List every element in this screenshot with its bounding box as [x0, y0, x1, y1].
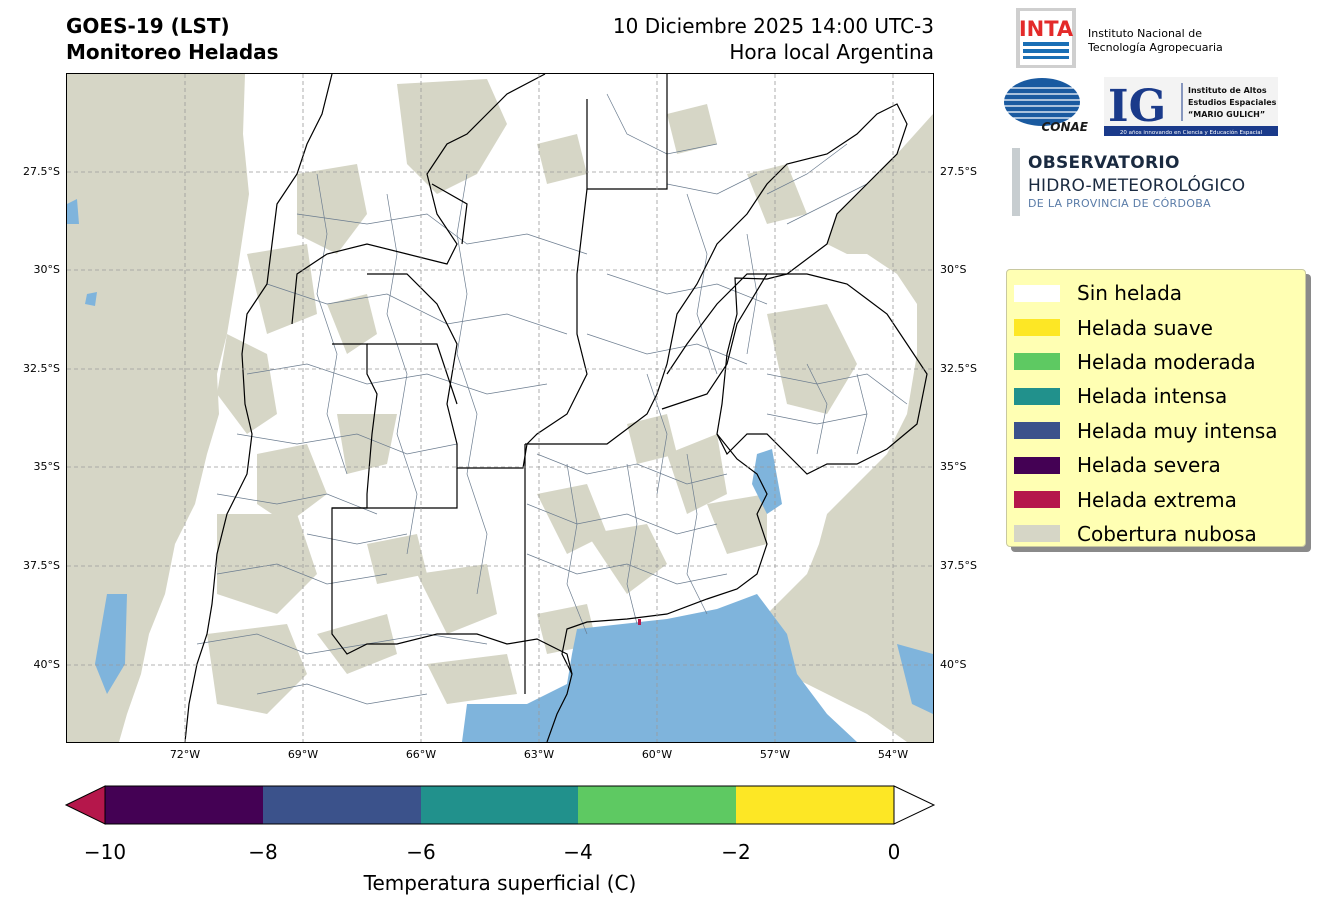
lat-label-left-5: 37.5°S [23, 559, 60, 572]
legend-item: Helada extrema [1014, 482, 1305, 516]
legend-swatch [1014, 319, 1060, 337]
lat-label-left-6: 40°S [33, 658, 60, 671]
ig-line-1: Instituto de Altos [1188, 86, 1267, 95]
water-areas [67, 199, 933, 742]
ig-tagline: 20 años innovando en Ciencia y Educación… [1120, 129, 1263, 136]
colorbar-tick: −6 [406, 840, 436, 864]
lon-label-1: 72°W [169, 748, 201, 761]
title-line-2: Monitoreo Heladas [66, 40, 279, 64]
inta-mark-text: INTA [1019, 17, 1074, 41]
legend-label: Helada intensa [1077, 384, 1228, 409]
inta-logo-mark: INTA [1019, 11, 1074, 65]
lon-label-4: 63°W [523, 748, 555, 761]
colorbar-tick: −10 [83, 840, 127, 864]
map-svg [67, 74, 933, 742]
legend-label: Helada suave [1077, 315, 1213, 340]
observatorio-logo-bar [1012, 148, 1020, 216]
lat-label-left-3: 32.5°S [23, 362, 60, 375]
cloud-east [757, 114, 933, 742]
colorbar-extend-low [64, 785, 106, 825]
datetime-line: 10 Diciembre 2025 14:00 UTC-3 [612, 14, 934, 38]
ig-line-2: Estudios Espaciales [1188, 98, 1277, 107]
observatorio-line-2: HIDRO-METEOROLÓGICO [1028, 176, 1246, 196]
legend-item: Helada muy intensa [1014, 414, 1305, 448]
colorbar-segment [736, 786, 894, 824]
legend-label: Helada extrema [1077, 487, 1237, 512]
department-boundaries [196, 93, 908, 705]
legend-item: Helada severa [1014, 448, 1305, 482]
colorbar-extend-high [893, 785, 936, 825]
colorbar-svg [64, 785, 936, 825]
legend-swatch [1014, 353, 1060, 371]
legend-label: Cobertura nubosa [1077, 521, 1257, 546]
observatorio-line-3: DE LA PROVINCIA DE CÓRDOBA [1028, 197, 1211, 210]
legend-item: Sin helada [1014, 276, 1305, 310]
inta-name-line-2: Tecnología Agropecuaria [1088, 41, 1223, 54]
legend-swatch [1014, 456, 1060, 474]
lat-label-left-4: 35°S [33, 460, 60, 473]
lon-label-6: 57°W [759, 748, 791, 761]
timezone-line: Hora local Argentina [729, 40, 934, 64]
lat-label-right-3: 32.5°S [940, 362, 977, 375]
inta-name-line-1: Instituto Nacional de [1088, 27, 1202, 40]
lon-label-7: 54°W [877, 748, 909, 761]
cloud-west [67, 74, 249, 742]
legend-swatch [1014, 387, 1060, 405]
colorbar-tick: −8 [248, 840, 278, 864]
lon-label-5: 60°W [641, 748, 673, 761]
colorbar [64, 784, 936, 826]
legend-swatch [1014, 491, 1060, 509]
conae-logo-mark: CONAE [1004, 78, 1089, 134]
lat-label-right-5: 37.5°S [940, 559, 977, 572]
ig-line-3: “MARIO GULICH” [1188, 110, 1265, 119]
colorbar-segment [421, 786, 578, 824]
map-datetime: 10 Diciembre 2025 14:00 UTC-3 Hora local… [560, 13, 934, 65]
inta-logo: INTA [1016, 8, 1076, 68]
colorbar-segment [263, 786, 421, 824]
title-line-1: GOES-19 (LST) [66, 14, 230, 38]
legend-label: Helada muy intensa [1077, 418, 1278, 443]
legend-swatch [1014, 525, 1060, 543]
ig-logo: IG Instituto de Altos Estudios Espaciale… [1104, 77, 1278, 136]
frost-pixel [638, 619, 641, 625]
legend-item: Cobertura nubosa [1014, 517, 1305, 551]
legend: Sin helada Helada suave Helada moderada … [1006, 269, 1306, 547]
colorbar-tick: −2 [721, 840, 751, 864]
lat-label-right-1: 27.5°S [940, 165, 977, 178]
lat-label-left-1: 27.5°S [23, 165, 60, 178]
colorbar-label: Temperatura superficial (C) [363, 871, 637, 895]
lon-label-2: 69°W [287, 748, 319, 761]
legend-label: Sin helada [1077, 281, 1183, 306]
legend-label: Helada moderada [1077, 349, 1256, 374]
legend-item: Helada moderada [1014, 345, 1305, 379]
ig-mark-text: IG [1108, 81, 1166, 132]
lat-label-right-6: 40°S [940, 658, 967, 671]
colorbar-tick: −4 [563, 840, 593, 864]
legend-swatch [1014, 284, 1060, 302]
legend-label: Helada severa [1077, 453, 1221, 478]
map-panel [66, 73, 934, 743]
legend-swatch [1014, 422, 1060, 440]
lon-label-3: 66°W [405, 748, 437, 761]
conae-mark-text: CONAE [1041, 120, 1088, 134]
inta-name: Instituto Nacional de Tecnología Agropec… [1088, 27, 1223, 55]
colorbar-tick: 0 [887, 840, 901, 864]
conae-logo: CONAE [1004, 78, 1090, 134]
colorbar-segment [578, 786, 736, 824]
lat-label-right-2: 30°S [940, 263, 967, 276]
legend-item: Helada intensa [1014, 379, 1305, 413]
legend-item: Helada suave [1014, 310, 1305, 344]
observatorio-line-1: OBSERVATORIO [1028, 153, 1180, 173]
ig-logo-mark: IG Instituto de Altos Estudios Espaciale… [1104, 81, 1278, 136]
province-borders [184, 74, 928, 742]
lat-label-right-4: 35°S [940, 460, 967, 473]
map-title: GOES-19 (LST) Monitoreo Heladas [66, 13, 279, 65]
lat-label-left-2: 30°S [33, 263, 60, 276]
colorbar-segment [105, 786, 263, 824]
gridlines [67, 74, 933, 742]
